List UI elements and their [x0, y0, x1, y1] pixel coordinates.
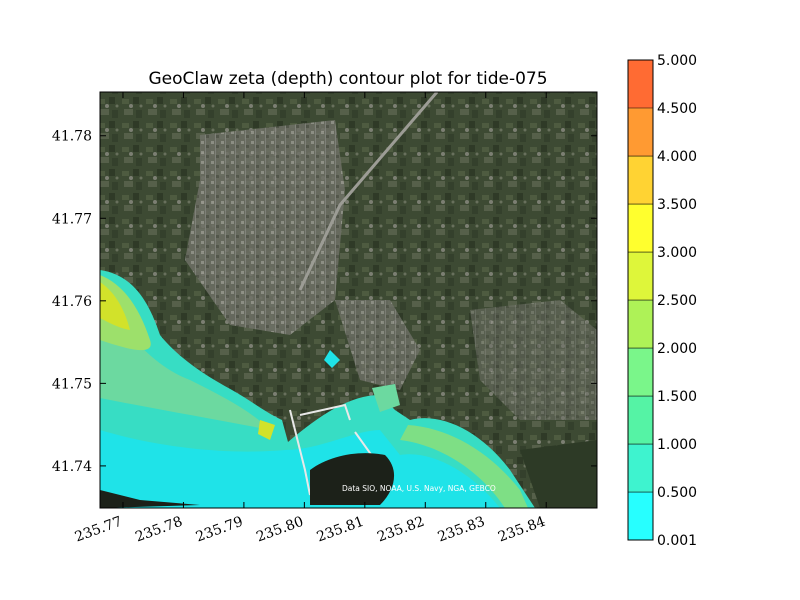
colorbar: 0.001 0.500 1.000 1.500 2.000 2.500 3.000 3.500… — [628, 53, 697, 549]
colorbar-segment — [628, 300, 653, 349]
town-area-southeast — [470, 300, 597, 420]
x-tick-label: 235.84 — [496, 514, 548, 546]
town-area-east — [335, 300, 420, 390]
colorbar-segment — [628, 156, 653, 205]
inlet-water — [324, 350, 340, 368]
colorbar-tick-label: 1.500 — [657, 389, 697, 405]
colorbar-tick-label: 4.000 — [657, 149, 697, 165]
y-tick-label: 41.78 — [52, 129, 92, 145]
colorbar-tick-label: 0.500 — [657, 485, 697, 501]
contour-band-0.5-1.0 — [100, 270, 535, 508]
colorbar-segment — [628, 252, 653, 301]
harbor-water — [372, 384, 400, 412]
highway-road — [298, 92, 439, 291]
colorbar-segment — [628, 396, 653, 445]
contour-band-2.0-2.5 — [100, 282, 130, 330]
colorbar-tick-label: 2.500 — [657, 293, 697, 309]
colorbar-segment — [628, 348, 653, 397]
colorbar-tick-label: 4.500 — [657, 101, 697, 117]
y-tick-label: 41.76 — [52, 294, 92, 310]
colorbar-frame — [627, 59, 654, 541]
contour-band-1.0-1.5 — [100, 305, 270, 430]
x-tick-label: 235.79 — [194, 514, 246, 546]
land-east — [520, 440, 597, 508]
y-axis: 41.74 41.75 41.76 41.77 41.78 — [52, 129, 597, 475]
colorbar-tick-label: 2.000 — [657, 341, 697, 357]
chart-title: GeoClaw zeta (depth) contour plot for ti… — [148, 69, 547, 89]
contour-band-east-shore — [400, 425, 528, 508]
plot-area: Data SIO, NOAA, U.S. Navy, NGA, GEBCO — [100, 92, 597, 508]
jetty — [289, 409, 311, 496]
axes-frame — [99, 91, 598, 509]
y-tick-label: 41.75 — [52, 376, 92, 392]
land-dark — [310, 453, 395, 505]
colorbar-tick-label: 3.000 — [657, 245, 697, 261]
x-tick-label: 235.83 — [436, 514, 488, 546]
colorbar-tick-label: 0.001 — [657, 533, 697, 549]
x-tick-label: 235.77 — [73, 514, 125, 546]
x-tick-label: 235.78 — [133, 514, 185, 546]
x-tick-label: 235.80 — [254, 514, 306, 546]
basemap-attribution: Data SIO, NOAA, U.S. Navy, NGA, GEBCO — [342, 484, 496, 493]
colorbar-tick-label: 5.000 — [657, 53, 697, 69]
colorbar-tick-label: 1.000 — [657, 437, 697, 453]
y-tick-label: 41.74 — [52, 459, 92, 475]
colorbar-segment — [628, 204, 653, 253]
colorbar-segment — [628, 60, 653, 109]
contour-band-0.001-0.5 — [100, 430, 500, 508]
colorbar-tick-label: 3.500 — [657, 197, 697, 213]
breakwater — [299, 403, 351, 421]
x-tick-label: 235.81 — [315, 514, 367, 546]
land-dark-west — [100, 490, 200, 508]
colorbar-segment — [628, 444, 653, 493]
x-tick-label: 235.82 — [375, 514, 427, 546]
y-tick-label: 41.77 — [52, 211, 92, 227]
contour-band-small — [258, 420, 275, 440]
colorbar-segment — [628, 492, 653, 540]
colorbar-segment — [628, 108, 653, 157]
